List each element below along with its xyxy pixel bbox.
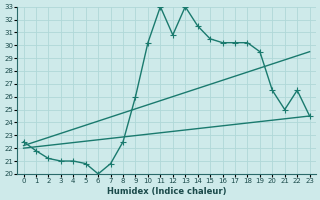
X-axis label: Humidex (Indice chaleur): Humidex (Indice chaleur) <box>107 187 226 196</box>
